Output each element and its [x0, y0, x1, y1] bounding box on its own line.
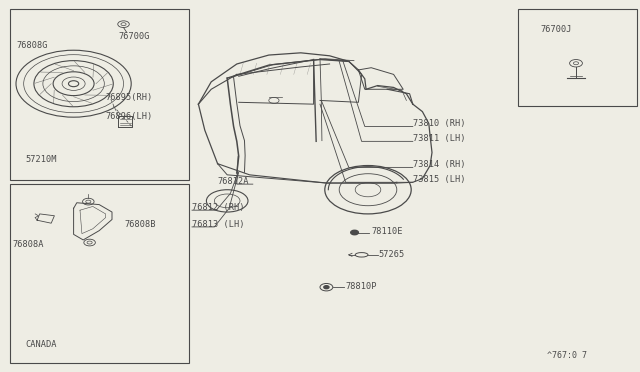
- Text: CANADA: CANADA: [26, 340, 57, 349]
- Text: 78810P: 78810P: [346, 282, 377, 291]
- Circle shape: [324, 286, 329, 289]
- Text: 76812A: 76812A: [218, 177, 249, 186]
- Text: 76895(RH): 76895(RH): [106, 93, 153, 102]
- Text: 76700J: 76700J: [541, 25, 572, 33]
- Text: 57265: 57265: [379, 250, 405, 259]
- Text: 76812 (RH): 76812 (RH): [192, 203, 244, 212]
- Text: 78110E: 78110E: [371, 227, 403, 236]
- Text: 73811 (LH): 73811 (LH): [413, 134, 465, 143]
- Bar: [10, 184, 189, 363]
- Text: 76808A: 76808A: [13, 240, 44, 249]
- Text: 76808B: 76808B: [125, 220, 156, 229]
- Text: 76700G: 76700G: [118, 32, 150, 41]
- Text: 73814 (RH): 73814 (RH): [413, 160, 465, 169]
- Bar: [518, 9, 637, 106]
- Bar: [10, 9, 189, 180]
- Text: 73815 (LH): 73815 (LH): [413, 175, 465, 184]
- Text: 76896(LH): 76896(LH): [106, 112, 153, 121]
- Text: ^767:0 7: ^767:0 7: [547, 351, 588, 360]
- Circle shape: [351, 230, 358, 235]
- Text: 73810 (RH): 73810 (RH): [413, 119, 465, 128]
- Text: 76808G: 76808G: [16, 41, 47, 50]
- Text: 76813 (LH): 76813 (LH): [192, 220, 244, 229]
- Text: 57210M: 57210M: [26, 155, 57, 164]
